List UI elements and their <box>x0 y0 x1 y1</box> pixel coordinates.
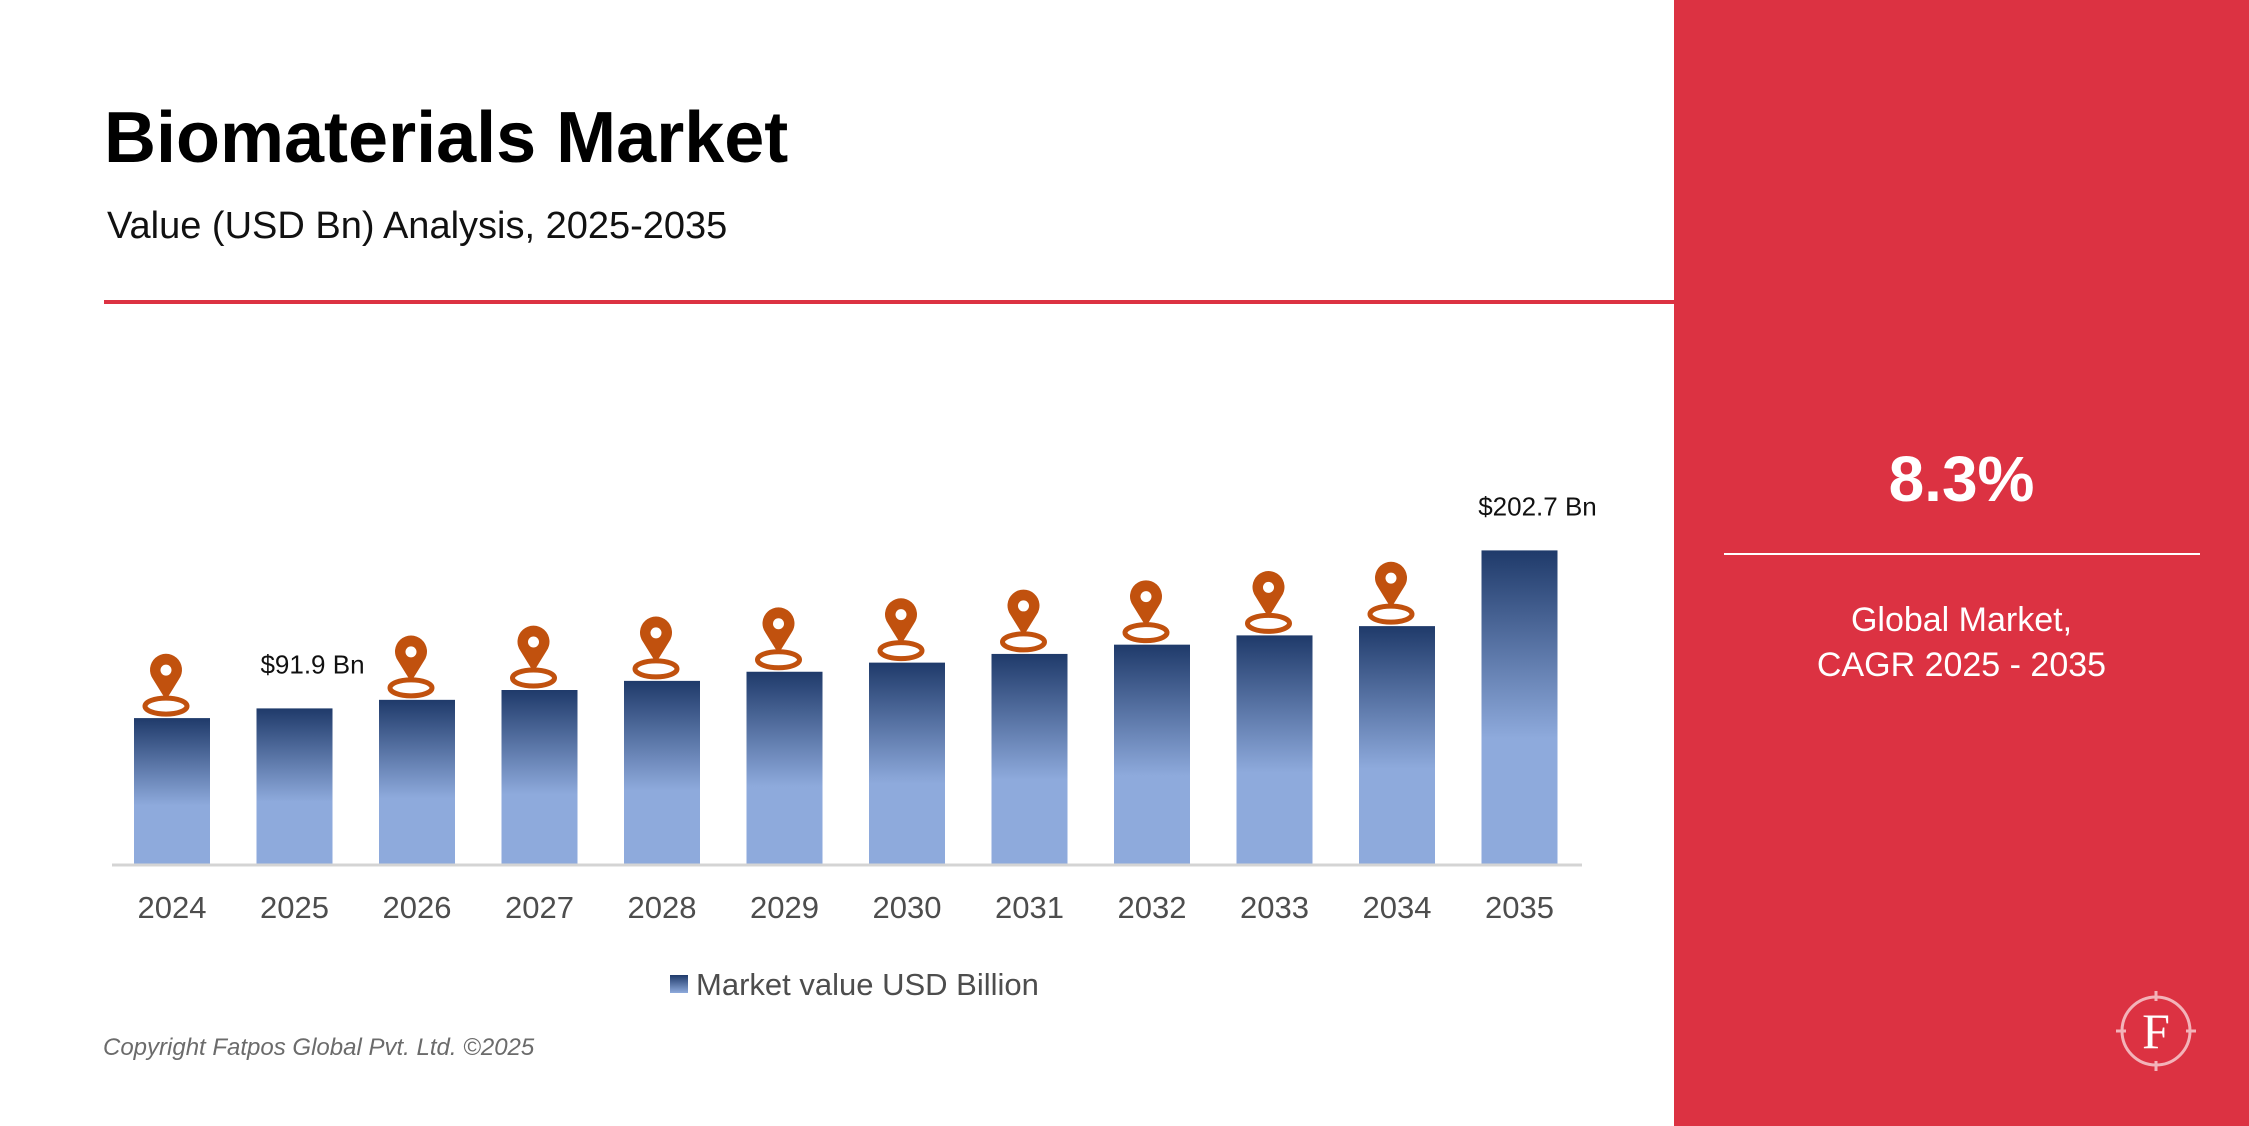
legend-swatch <box>670 975 688 993</box>
location-pin-icon <box>755 607 802 671</box>
x-tick-label-2028: 2028 <box>628 890 697 925</box>
title-divider <box>104 300 1674 304</box>
bar-2031 <box>991 653 1068 864</box>
chart-legend: Market value USD Billion <box>670 964 1039 1004</box>
location-pin-icon <box>1122 580 1170 644</box>
x-tick-label-2034: 2034 <box>1363 890 1432 925</box>
cagr-panel: 8.3% Global Market, CAGR 2025 - 2035 F <box>1674 0 2249 1126</box>
x-tick-label-2031: 2031 <box>995 890 1064 925</box>
x-tick-label-2033: 2033 <box>1240 890 1309 925</box>
location-pin-icon <box>142 653 190 717</box>
bar-2027 <box>501 690 578 864</box>
bar-2029 <box>746 671 823 864</box>
bar-2025 <box>256 708 333 864</box>
x-tick-label-2026: 2026 <box>383 890 452 925</box>
x-tick-label-2030: 2030 <box>873 890 942 925</box>
x-tick-label-2035: 2035 <box>1485 890 1554 925</box>
bar-2028 <box>624 680 700 864</box>
location-pin-icon <box>1245 571 1292 634</box>
location-pin-icon <box>387 635 435 699</box>
copyright-text: Copyright Fatpos Global Pvt. Ltd. ©2025 <box>103 1034 535 1061</box>
location-pin-icon <box>632 616 680 680</box>
x-tick-labels: 2024 2025 2026 2027 2028 2029 2030 2031 2032 2033… <box>138 890 1554 925</box>
legend-label: Market value USD Billion <box>696 966 1039 1002</box>
compass-logo-icon: F <box>2116 991 2196 1071</box>
markers-layer <box>142 561 1415 717</box>
location-pin-icon <box>1000 589 1047 653</box>
x-tick-label-2025: 2025 <box>260 890 329 925</box>
cagr-caption-line2: CAGR 2025 - 2035 <box>1816 646 2107 684</box>
location-pin-icon <box>877 598 925 662</box>
page-title: Biomaterials Market <box>104 98 789 178</box>
data-label-2035: $202.7 Bn <box>1478 491 1597 521</box>
x-tick-label-2032: 2032 <box>1118 890 1187 925</box>
bar-chart: 2024 2025 2026 2027 2028 2029 2030 2031 2032 2033… <box>112 491 1597 925</box>
cagr-value: 8.3% <box>1888 443 2035 515</box>
bar-2033 <box>1236 635 1313 864</box>
data-labels-layer: $91.9 Bn $202.7 Bn <box>260 491 1596 679</box>
bar-2026 <box>379 699 455 864</box>
data-label-2025: $91.9 Bn <box>260 649 364 679</box>
logo-letter: F <box>2142 1003 2170 1059</box>
x-tick-label-2027: 2027 <box>505 890 574 925</box>
bar-2024 <box>134 718 210 864</box>
bar-2035 <box>1481 550 1558 864</box>
x-tick-label-2029: 2029 <box>750 890 819 925</box>
cagr-caption-line1: Global Market, <box>1850 601 2073 639</box>
cagr-divider <box>1724 553 2200 555</box>
bar-2034 <box>1359 626 1435 864</box>
compass-logo-graphic <box>2116 991 2196 1071</box>
x-tick-label-2024: 2024 <box>138 890 207 925</box>
bar-2032 <box>1114 644 1190 864</box>
bars-layer <box>134 550 1558 864</box>
location-pin-icon <box>1367 561 1415 625</box>
bar-2030 <box>869 662 945 864</box>
location-pin-icon <box>510 625 557 689</box>
page-subtitle: Value (USD Bn) Analysis, 2025-2035 <box>107 205 728 247</box>
cagr-caption: Global Market, CAGR 2025 - 2035 <box>1674 598 2249 688</box>
